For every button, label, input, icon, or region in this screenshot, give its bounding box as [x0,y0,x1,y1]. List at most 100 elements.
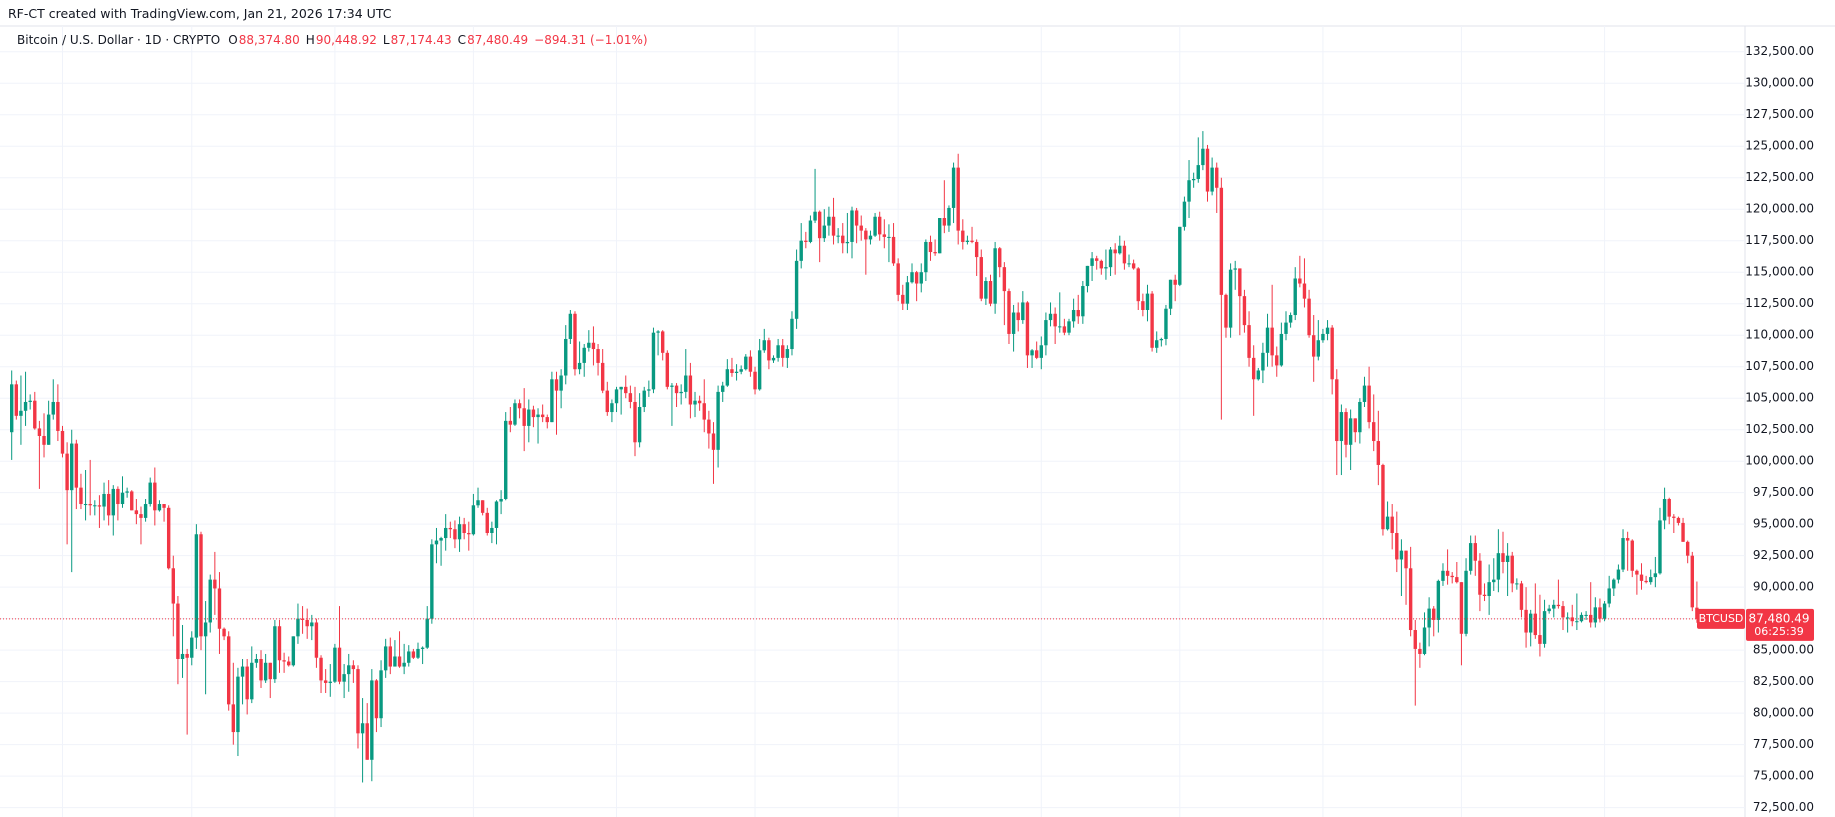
candle-body [471,505,476,535]
candle-body [1501,553,1505,562]
candle-body [540,414,545,418]
candle-body [42,435,46,445]
candle-body [974,241,979,258]
candle-body [891,236,896,264]
candle-body [1413,630,1417,649]
candle-body [176,603,180,660]
candle-body [97,505,102,507]
candle-body [1104,267,1108,269]
candle-body [162,504,166,508]
candle-body [439,538,443,541]
y-tick-label: 132,500.00 [1745,44,1814,58]
candle-body [370,680,374,760]
candle-body [1455,577,1459,583]
candle-body [1307,298,1311,336]
y-tick-label: 115,000.00 [1745,265,1814,279]
candle-body [1131,263,1136,269]
candle-body [762,340,766,351]
candle-body [194,534,199,638]
candle-body [522,408,526,426]
candle-body [619,386,623,390]
candle-body [577,362,582,370]
candle-body [1108,249,1113,268]
candle-body [1002,267,1007,292]
candle-body [1039,345,1043,358]
candle-body [485,512,489,534]
candle-body [1695,607,1699,619]
candle-body [185,653,189,658]
candle-body [1552,604,1556,609]
candle-body [1145,293,1150,310]
candle-body [467,533,471,535]
y-tick-label: 112,500.00 [1745,296,1814,310]
y-tick-label: 125,000.00 [1745,139,1814,153]
high-label: H [305,33,315,47]
y-tick-label: 72,500.00 [1753,800,1814,814]
candle-body [10,384,14,433]
candle-body [896,263,900,295]
candle-body [1667,498,1671,517]
candle-body [942,218,947,226]
symbol[interactable]: Bitcoin / U.S. Dollar · 1D · CRYPTO [17,33,221,47]
candle-body [33,400,37,429]
candle-body [287,661,291,666]
candle-body [1159,338,1164,341]
candle-body [420,647,425,649]
candle-body [1395,533,1399,560]
candle-body [1565,617,1570,619]
candle-body [624,386,628,394]
candle-body [1612,579,1616,589]
candle-body [559,375,563,391]
candle-body [864,230,868,240]
candle-body [933,252,937,254]
candle-body [1298,278,1302,284]
candle-body [1381,464,1385,530]
candle-body [254,659,259,663]
candle-body [693,400,697,405]
candle-body [508,420,513,425]
candle-body [771,357,776,361]
y-tick-label: 80,000.00 [1753,706,1814,720]
open-label: O [228,33,238,47]
y-tick-label: 110,000.00 [1745,328,1814,342]
candle-body [785,349,790,358]
candle-body [827,216,831,226]
candle-body [1621,538,1625,570]
candle-body [19,410,23,416]
y-tick-label: 75,000.00 [1753,769,1814,783]
candle-body [1505,555,1510,562]
candle-body [1492,579,1496,583]
candle-body [637,407,642,443]
candle-body [845,241,850,244]
candle-body [614,389,619,404]
candle-body [914,272,919,284]
candle-body [1344,412,1348,445]
candle-body [757,350,762,390]
candle-body [448,527,453,530]
candle-body [1335,379,1339,442]
candle-body [531,409,536,418]
candle-body [1275,355,1279,366]
y-tick-label: 100,000.00 [1745,454,1814,468]
candle-body [1390,516,1394,534]
candle-body [822,225,826,239]
candle-body [808,220,813,242]
candle-body [1233,268,1237,270]
candle-body [628,393,633,402]
candle-body [1247,325,1251,358]
candle-body [1362,385,1367,402]
candle-body [794,260,799,319]
candle-body [1556,604,1561,607]
candle-body [1367,385,1371,423]
candle-body [744,356,748,370]
candle-body [1672,516,1676,518]
y-tick-label: 82,500.00 [1753,674,1814,688]
candle-body [65,453,69,491]
candle-body [70,443,74,491]
candle-body [134,510,139,515]
candle-body [319,657,323,681]
candle-body [130,491,134,511]
candle-body [208,579,212,623]
candle-body [831,216,836,236]
candle-body [1681,522,1685,542]
